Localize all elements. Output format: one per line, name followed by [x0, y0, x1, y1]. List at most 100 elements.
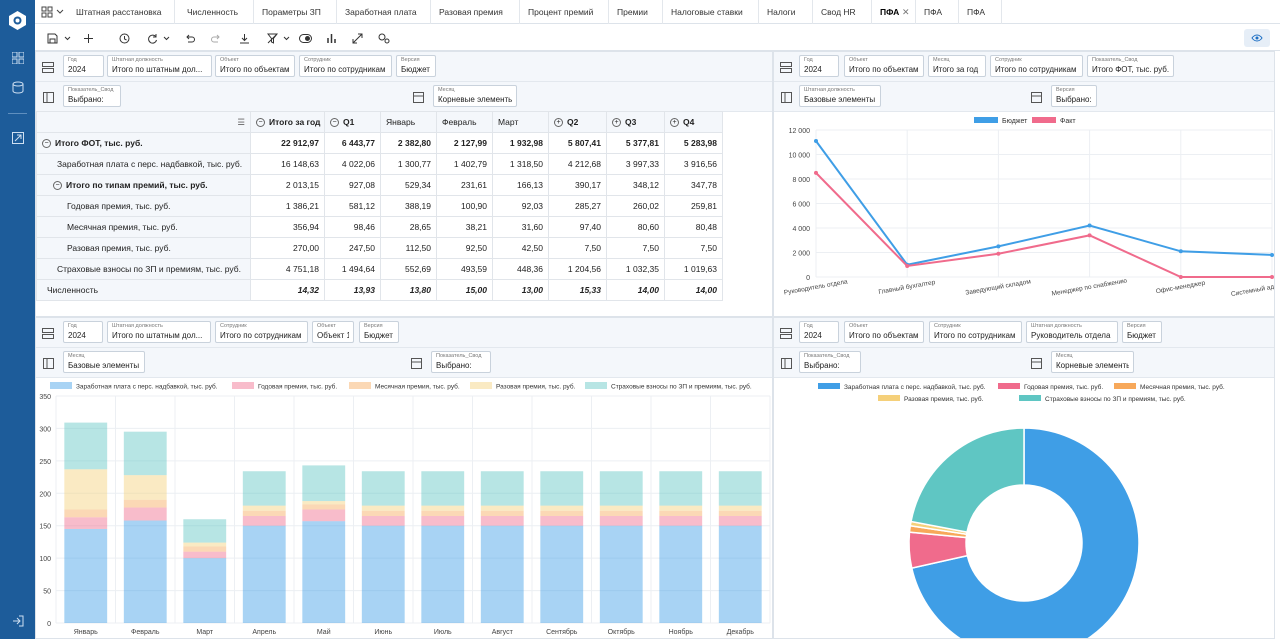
tab-razovaya-premiya[interactable]: Разовая премия [431, 0, 520, 24]
table-cell[interactable]: 388,19 [380, 195, 437, 217]
table-cell[interactable]: 448,36 [492, 258, 549, 280]
row-label[interactable]: Страховые взносы по ЗП и премиям, тыс. р… [36, 258, 251, 280]
table-cell[interactable]: 112,50 [380, 237, 437, 259]
filter-employee[interactable]: Сотрудник Итого по сотрудникам [299, 55, 392, 77]
table-cell[interactable]: 1 032,35 [606, 258, 665, 280]
filter-indicator[interactable]: Показатель_Свод Выбрано: [63, 85, 121, 107]
filter-employee[interactable]: Сотрудник Итого по сотрудникам [929, 321, 1022, 343]
table-cell[interactable]: 529,34 [380, 174, 437, 196]
table-cell[interactable]: 92,50 [436, 237, 493, 259]
tab-pfa-active[interactable]: ПФА [872, 0, 916, 24]
table-cell[interactable]: 581,12 [324, 195, 381, 217]
filter-version[interactable]: Версия Бюджет [359, 321, 399, 343]
filter-employee[interactable]: Сотрудник Итого по сотрудникам [215, 321, 308, 343]
link-icon[interactable] [9, 129, 26, 146]
table-cell[interactable]: 927,08 [324, 174, 381, 196]
tab-nalogi[interactable]: Налоги [759, 0, 813, 24]
filter-position[interactable]: Штатная должность Руководитель отдела [1026, 321, 1118, 343]
tab-svod-hr[interactable]: Свод HR [813, 0, 872, 24]
table-cell[interactable]: 356,94 [250, 216, 325, 238]
history-icon[interactable] [115, 29, 133, 47]
table-cell[interactable]: 92,03 [492, 195, 549, 217]
filter-indicator[interactable]: Показатель_Свод Итого ФОТ, тыс. руб. [1087, 55, 1174, 77]
table-cell[interactable]: 347,78 [664, 174, 723, 196]
tab-parametry-zp[interactable]: Пораметры ЗП [254, 0, 337, 24]
table-cell[interactable]: 1 932,98 [492, 132, 549, 154]
rows-layout-icon[interactable] [40, 324, 56, 342]
table-cell[interactable]: 1 318,50 [492, 153, 549, 175]
table-cell[interactable]: 493,59 [436, 258, 493, 280]
header-layout-icon[interactable] [408, 354, 424, 372]
table-cell[interactable]: 14,00 [606, 279, 665, 301]
table-cell[interactable]: 1 300,77 [380, 153, 437, 175]
settings-link-icon[interactable] [375, 29, 393, 47]
table-cell[interactable]: 98,46 [324, 216, 381, 238]
table-cell[interactable]: 7,50 [606, 237, 665, 259]
grid-icon[interactable] [9, 49, 26, 66]
row-label[interactable]: Годовая премия, тыс. руб. [36, 195, 251, 217]
expand-icon[interactable] [348, 29, 366, 47]
tab-shtatnaya[interactable]: Штатная расстановка [68, 0, 175, 24]
table-cell[interactable]: 31,60 [492, 216, 549, 238]
filter-version[interactable]: Версия Бюджет [1122, 321, 1162, 343]
logout-icon[interactable] [9, 612, 26, 629]
tab-procent-premiy[interactable]: Процент премий [520, 0, 609, 24]
table-cell[interactable]: 1 019,63 [664, 258, 723, 280]
tabs-menu-icon[interactable] [41, 5, 65, 19]
tab-pfa-3[interactable]: ПФА [959, 0, 1002, 24]
database-icon[interactable] [9, 79, 26, 96]
row-label[interactable]: Месячная премия, тыс. руб. [36, 216, 251, 238]
column-header[interactable]: − Итого за год [250, 111, 325, 133]
table-cell[interactable]: 13,93 [324, 279, 381, 301]
table-cell[interactable]: 259,81 [664, 195, 723, 217]
filter-version[interactable]: Версия Выбрано: [1051, 85, 1097, 107]
table-cell[interactable]: 13,80 [380, 279, 437, 301]
filter-month[interactable]: Месяц Базовые элементы [63, 351, 145, 373]
filter-month[interactable]: Месяц Итого за год [928, 55, 986, 77]
tab-zarplata[interactable]: Заработная плата [337, 0, 431, 24]
table-cell[interactable]: 1 204,56 [548, 258, 607, 280]
column-header[interactable]: Февраль [436, 111, 493, 133]
table-cell[interactable]: 7,50 [548, 237, 607, 259]
close-icon[interactable]: ✕ [902, 7, 910, 17]
filter-indicator[interactable]: Показатель_Свод Выбрано: [799, 351, 861, 373]
row-label[interactable]: Разовая премия, тыс. руб. [36, 237, 251, 259]
row-label[interactable]: − Итого по типам премий, тыс. руб. [36, 174, 251, 196]
column-header[interactable]: + Q2 [548, 111, 607, 133]
table-cell[interactable]: 4 022,06 [324, 153, 381, 175]
tab-pfa-2[interactable]: ПФА [916, 0, 959, 24]
redo-icon[interactable] [207, 29, 225, 47]
table-cell[interactable]: 100,90 [436, 195, 493, 217]
table-cell[interactable]: 5 377,81 [606, 132, 665, 154]
table-cell[interactable]: 7,50 [664, 237, 723, 259]
table-cell[interactable]: 38,21 [436, 216, 493, 238]
column-header[interactable]: Январь [380, 111, 437, 133]
table-cell[interactable]: 15,00 [436, 279, 493, 301]
eye-icon[interactable] [1244, 29, 1270, 47]
table-cell[interactable]: 5 283,98 [664, 132, 723, 154]
table-cell[interactable]: 14,00 [664, 279, 723, 301]
add-row-icon[interactable] [79, 29, 97, 47]
table-cell[interactable]: 14,32 [250, 279, 325, 301]
header-layout-icon[interactable] [1028, 354, 1044, 372]
filter-object[interactable]: Объект Итого по объектам [844, 321, 924, 343]
table-cell[interactable]: 2 382,80 [380, 132, 437, 154]
filter-month[interactable]: Месяц Корневые элементы [433, 85, 517, 107]
filter-version[interactable]: Версия Бюджет [396, 55, 436, 77]
header-layout-icon[interactable] [1028, 88, 1044, 106]
table-cell[interactable]: 3 916,56 [664, 153, 723, 175]
filter-object[interactable]: Объект Итого по объектам [215, 55, 295, 77]
table-cell[interactable]: 260,02 [606, 195, 665, 217]
download-icon[interactable] [235, 29, 253, 47]
table-cell[interactable]: 28,65 [380, 216, 437, 238]
row-menu-icon[interactable]: ☰ [36, 111, 251, 133]
filter-off-icon[interactable] [263, 29, 281, 47]
chevron-down-icon[interactable] [277, 29, 295, 47]
table-cell[interactable]: 1 386,21 [250, 195, 325, 217]
columns-layout-icon[interactable] [778, 88, 794, 106]
tab-premii[interactable]: Премии [609, 0, 663, 24]
table-cell[interactable]: 4 751,18 [250, 258, 325, 280]
table-cell[interactable]: 231,61 [436, 174, 493, 196]
chevron-down-icon[interactable] [58, 29, 76, 47]
tab-nalogovye-stavki[interactable]: Налоговые ставки [663, 0, 759, 24]
